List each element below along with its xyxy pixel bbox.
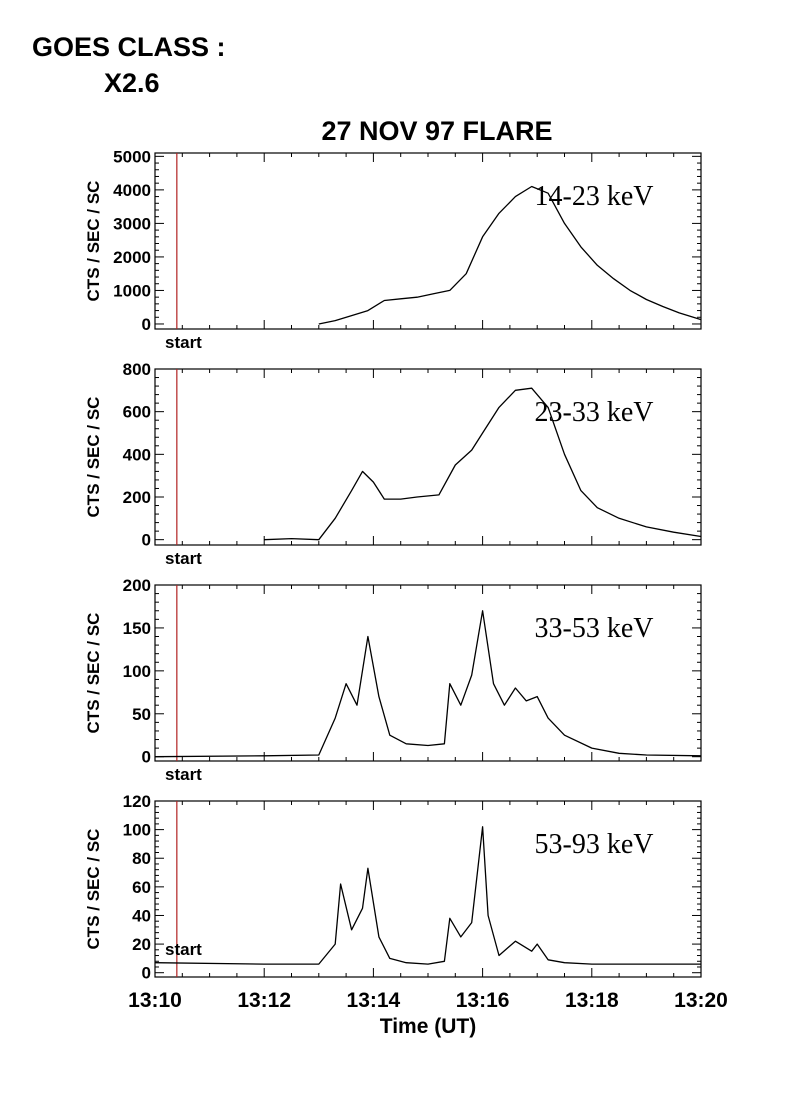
y-tick-label: 5000 — [113, 147, 151, 166]
x-tick-label: 13:16 — [456, 989, 510, 1012]
panel-4: 0 20 40 60 80 100 120 CTS / SEC / SC start 53-93 … — [84, 792, 702, 983]
y-tick-label: 100 — [123, 821, 151, 840]
plot-frame — [154, 584, 702, 762]
energy-band-label: 14-23 keV — [535, 181, 654, 212]
x-tick-label: 13:12 — [237, 989, 291, 1012]
panel-3: 0 50 100 150 200 CTS / SEC / SC start 33-53 keV — [84, 576, 702, 784]
x-tick-label: 13:14 — [347, 989, 401, 1012]
y-tick-label: 50 — [132, 705, 151, 724]
panel-2: 0 200 400 600 800 CTS / SEC / SC start 23-33 ke… — [84, 360, 702, 568]
y-axis-label: CTS / SEC / SC — [84, 181, 103, 302]
y-tick-label: 40 — [132, 906, 151, 925]
start-marker-label: start — [165, 765, 202, 784]
y-tick-label: 150 — [123, 619, 151, 638]
start-marker-label: start — [165, 549, 202, 568]
y-tick-label: 0 — [142, 315, 151, 334]
y-tick-label: 20 — [132, 935, 151, 954]
y-tick-label: 120 — [123, 792, 151, 811]
start-marker-label: start — [165, 940, 202, 959]
y-tick-label: 60 — [132, 878, 151, 897]
plot-frame — [154, 800, 702, 978]
series-line — [154, 610, 702, 758]
goes-class-label: GOES CLASS : — [32, 32, 226, 62]
y-axis-label: CTS / SEC / SC — [84, 829, 103, 950]
x-tick-label: 13:18 — [565, 989, 619, 1012]
panel-1: 0 1000 2000 3000 4000 5000 CTS / SEC / SC start… — [84, 147, 702, 352]
goes-class-value: X2.6 — [104, 68, 160, 98]
x-tick-label: 13:10 — [128, 989, 182, 1012]
series-line — [318, 185, 702, 325]
energy-band-label: 53-93 keV — [535, 829, 654, 860]
chart-title: 27 NOV 97 FLARE — [321, 116, 552, 146]
series-line — [154, 826, 701, 965]
plot-frame — [154, 152, 702, 330]
y-tick-label: 200 — [123, 488, 151, 507]
start-marker-label: start — [165, 333, 202, 352]
y-tick-label: 3000 — [113, 214, 151, 233]
y-tick-label: 0 — [142, 964, 151, 983]
y-tick-label: 800 — [123, 360, 151, 379]
y-tick-label: 100 — [123, 662, 151, 681]
y-tick-label: 0 — [142, 748, 151, 767]
y-tick-label: 1000 — [113, 281, 151, 300]
x-tick-labels: 13:10 13:12 13:14 13:16 13:18 13:20 — [128, 989, 728, 1012]
x-tick-label: 13:20 — [674, 989, 728, 1012]
y-tick-label: 4000 — [113, 181, 151, 200]
series-line — [264, 387, 702, 541]
y-tick-label: 80 — [132, 849, 151, 868]
y-tick-label: 0 — [142, 531, 151, 550]
y-axis-label: CTS / SEC / SC — [84, 613, 103, 734]
y-axis-label: CTS / SEC / SC — [84, 397, 103, 518]
y-tick-label: 2000 — [113, 248, 151, 267]
y-tick-label: 600 — [123, 403, 151, 422]
x-axis-label: Time (UT) — [380, 1015, 476, 1038]
energy-band-label: 33-53 keV — [535, 613, 654, 644]
energy-band-label: 23-33 keV — [535, 397, 654, 428]
y-tick-label: 200 — [123, 576, 151, 595]
y-tick-label: 400 — [123, 445, 151, 464]
